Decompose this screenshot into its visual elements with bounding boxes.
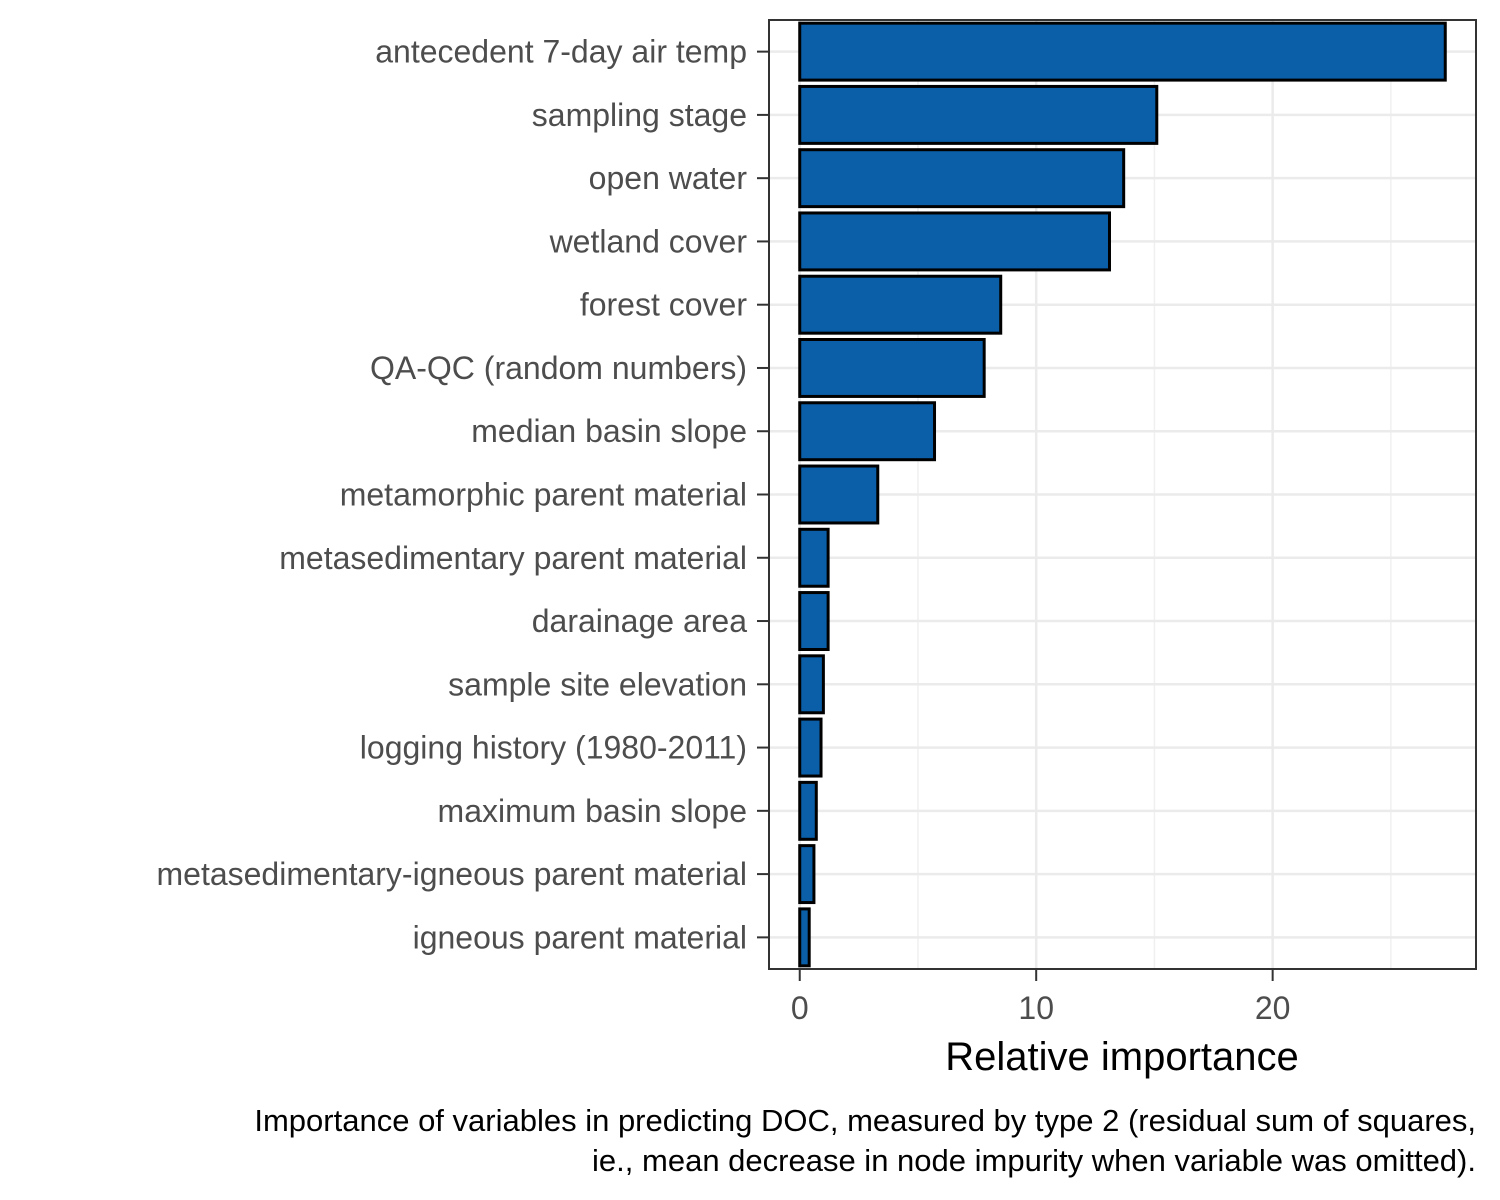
bar <box>798 401 937 462</box>
bar <box>798 464 880 525</box>
y-tick-label: logging history (1980-2011) <box>360 730 747 766</box>
caption-line-1: Importance of variables in predicting DO… <box>254 1103 1476 1138</box>
bar <box>798 591 830 652</box>
x-tick-label: 10 <box>1018 990 1054 1026</box>
y-tick-label: metamorphic parent material <box>340 477 747 513</box>
bar <box>798 274 1003 335</box>
bar <box>798 844 816 905</box>
x-tick-label: 0 <box>791 990 809 1026</box>
y-tick-label: metasedimentary-igneous parent material <box>156 856 747 892</box>
y-tick-label: maximum basin slope <box>438 793 747 829</box>
bar <box>798 84 1159 145</box>
y-tick-label: darainage area <box>532 603 747 639</box>
bar <box>798 148 1126 209</box>
y-tick-label: wetland cover <box>549 223 748 259</box>
bar <box>798 780 818 841</box>
bar <box>798 211 1111 272</box>
bar <box>798 337 986 398</box>
y-tick-label: QA-QC (random numbers) <box>370 350 747 386</box>
bars <box>798 21 1447 968</box>
y-tick-label: igneous parent material <box>413 919 747 955</box>
x-tick-label: 20 <box>1255 990 1291 1026</box>
y-ticks: antecedent 7-day air temp sampling stage o… <box>156 34 769 955</box>
y-tick-label: median basin slope <box>471 413 747 449</box>
y-tick-label: metasedimentary parent material <box>279 540 747 576</box>
bar <box>798 907 811 968</box>
bar <box>798 717 823 778</box>
y-tick-label: sampling stage <box>532 97 747 133</box>
bar <box>798 21 1447 82</box>
caption-line-2: ie., mean decrease in node impurity when… <box>592 1143 1476 1178</box>
bar <box>798 527 830 588</box>
x-ticks: 0 10 20 <box>791 969 1291 1026</box>
y-tick-label: forest cover <box>580 287 748 323</box>
x-axis-title: Relative importance <box>945 1035 1299 1079</box>
y-tick-label: antecedent 7-day air temp <box>375 34 747 70</box>
bar <box>798 654 825 715</box>
y-tick-label: open water <box>589 160 748 196</box>
y-tick-label: sample site elevation <box>448 666 747 702</box>
